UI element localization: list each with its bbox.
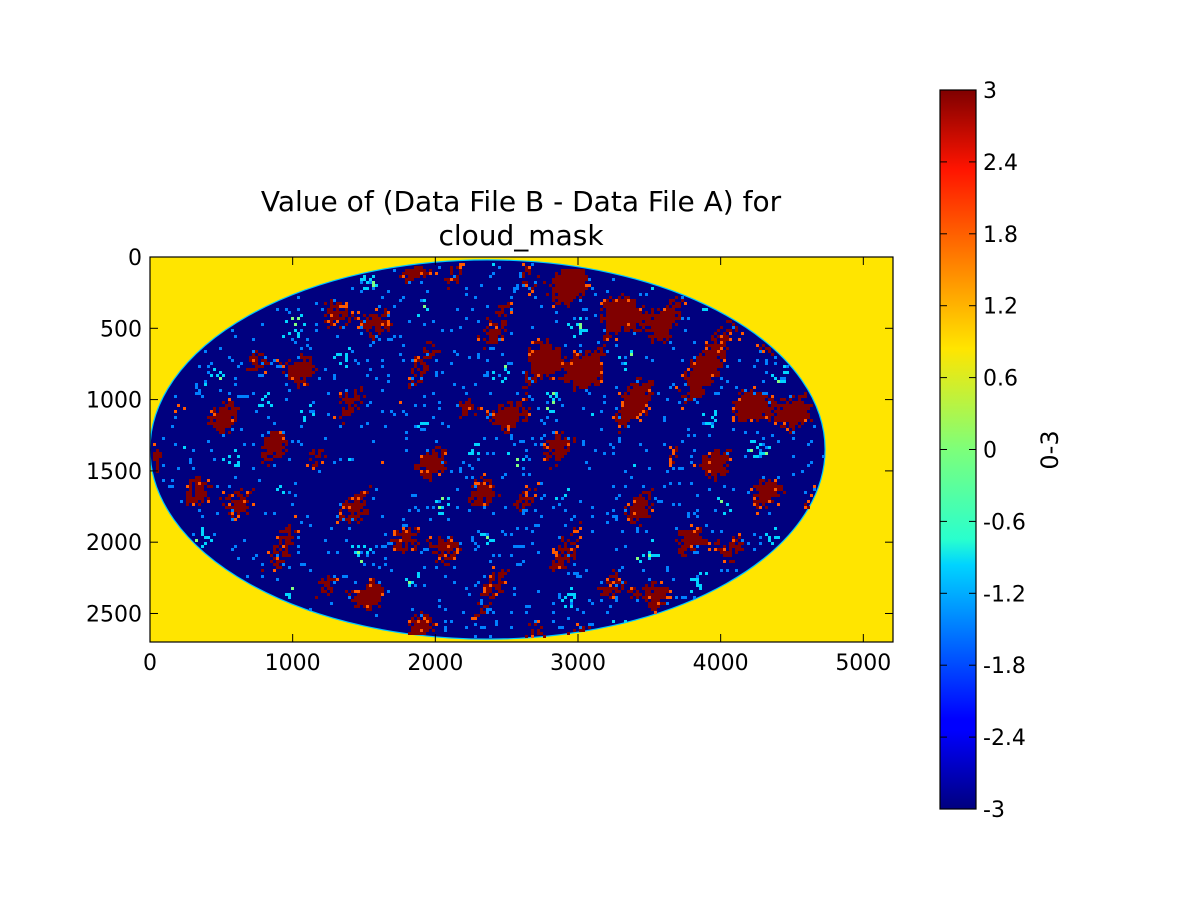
x-tick-label: 1000: [265, 651, 321, 676]
colorbar-tick-label: 0.6: [983, 367, 1018, 392]
colorbar-tick-label: 1.2: [983, 295, 1018, 320]
heatmap: [150, 257, 893, 642]
x-tick-label: 2000: [407, 651, 463, 676]
colorbar-tick-label: -3: [983, 798, 1005, 823]
x-tick-label: 3000: [550, 651, 606, 676]
colorbar-tick-label: -2.4: [983, 726, 1026, 751]
x-tick-label: 0: [143, 651, 157, 676]
y-tick-label: 2500: [86, 602, 142, 627]
x-axis: 0 1000 2000 3000 4000 5000: [143, 257, 891, 676]
y-tick-label: 0: [128, 246, 142, 271]
colorbar-tick-label: -0.6: [983, 510, 1026, 535]
colorbar-label: 0-3: [1036, 430, 1064, 469]
colorbar-tick-label: 1.8: [983, 223, 1018, 248]
chart-title-line-2: cloud_mask: [438, 219, 604, 252]
colorbar-tick-label: 3: [983, 79, 997, 104]
colorbar-tick-label: -1.8: [983, 654, 1026, 679]
y-tick-label: 500: [100, 317, 142, 342]
y-tick-label: 1000: [86, 389, 142, 414]
colorbar-tick-label: -1.2: [983, 582, 1026, 607]
axes-frame: [149, 256, 894, 643]
x-tick-label: 4000: [693, 651, 749, 676]
colorbar-tick-label: 2.4: [983, 151, 1018, 176]
colorbar-ticks: 3 2.4 1.8 1.2 0.6 0 -0.6 -1.2 -1.8 -2.4 -3: [940, 79, 1026, 823]
earth-disk: [150, 259, 826, 640]
difference-pixels: [153, 263, 825, 638]
y-axis: 0 500 1000 1500 2000 2500: [86, 246, 893, 627]
chart-title-line-1: Value of (Data File B - Data File A) for: [261, 185, 782, 218]
y-tick-label: 1500: [86, 460, 142, 485]
y-tick-label: 2000: [86, 531, 142, 556]
colorbar-tick-label: 0: [983, 439, 997, 464]
x-tick-label: 5000: [835, 651, 891, 676]
